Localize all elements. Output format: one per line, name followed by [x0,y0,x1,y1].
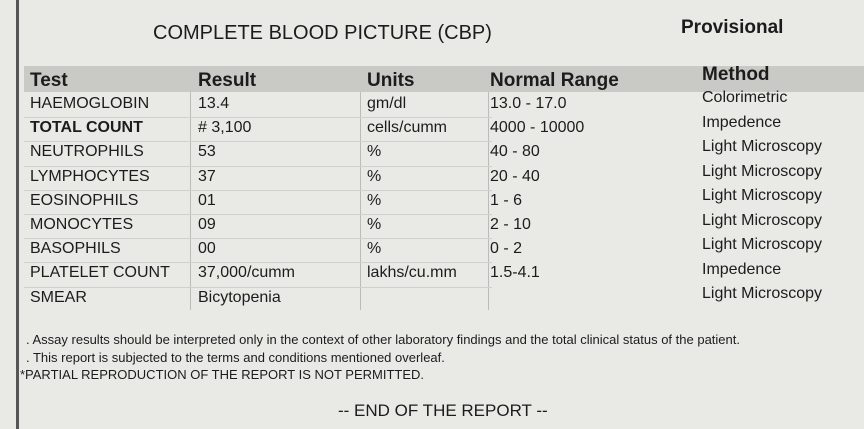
table-cell: 1 - 6 [490,191,523,209]
column-header: Result [198,70,257,91]
report-title: COMPLETE BLOOD PICTURE (CBP) [153,22,492,44]
table-cell: Impedence [702,260,782,278]
table-cell: 37 [198,167,216,185]
table-cell: 37,000/cumm [198,264,295,282]
table-cell: gm/dl [367,95,407,112]
table-cell: 1.5-4.1 [490,264,540,282]
column-header: Normal Range [490,70,619,91]
table-cell: Light Microscopy [702,236,823,253]
disclaimer-note: *PARTIAL REPRODUCTION OF THE REPORT IS N… [20,367,425,382]
disclaimer-note: . Assay results should be interpreted on… [26,332,740,347]
row-rule [24,238,492,240]
table-cell: 01 [198,191,216,209]
table-cell: SMEAR [30,288,87,306]
table-cell: 2 - 10 [490,216,531,233]
table-cell: Colorimetric [702,89,788,106]
column-header: Test [30,70,68,91]
table-cell: 13.4 [198,95,230,112]
table-cell: LYMPHOCYTES [30,167,150,185]
table-cell: Light Microscopy [702,187,823,204]
report-status: Provisional [681,17,784,38]
table-cell: % [367,191,382,209]
row-rule [24,286,492,288]
column-header: Units [367,70,415,91]
column-header: Method [702,64,770,85]
table-cell: MONOCYTES [30,216,134,233]
row-rule [24,189,492,191]
table-cell: PLATELET COUNT [30,264,170,282]
table-cell: % [367,216,382,233]
table-cell: 53 [198,143,216,161]
row-rule [24,141,492,143]
table-cell: Impedence [702,113,782,131]
table-cell: 20 - 40 [490,167,540,185]
row-rule [24,117,492,119]
disclaimer-note: . This report is subjected to the terms … [26,350,445,365]
table-cell: NEUTROPHILS [30,143,144,161]
table-cell: TOTAL COUNT [30,119,143,137]
table-cell: 13.0 - 17.0 [490,95,567,112]
table-cell: % [367,240,382,258]
column-rule [488,92,489,310]
table-cell: 4000 - 10000 [490,119,585,137]
table-cell: BASOPHILS [30,240,121,258]
table-cell: 0 - 2 [490,240,523,258]
table-cell: Light Microscopy [702,211,823,229]
report-footer: -- END OF THE REPORT -- [338,401,548,420]
row-rule [24,165,492,167]
table-cell: EOSINOPHILS [30,191,139,209]
table-cell: lakhs/cu.mm [367,264,457,282]
table-cell: % [367,143,382,161]
table-cell: Light Microscopy [702,162,823,180]
paper-edge [16,0,19,429]
table-header-band [24,66,864,92]
column-rule [190,92,191,310]
table-cell: cells/cumm [367,119,448,137]
table-cell: % [367,167,382,185]
table-cell: Light Microscopy [702,138,823,155]
table-cell: 40 - 80 [490,143,540,161]
table-cell: Bicytopenia [198,288,281,306]
table-cell: 00 [198,240,216,258]
row-rule [24,262,492,264]
table-cell: Light Microscopy [702,285,823,302]
row-rule [24,214,492,215]
table-cell: HAEMOGLOBIN [30,95,150,112]
table-cell: 09 [198,216,216,233]
table-cell: # 3,100 [198,119,252,137]
column-rule [360,92,361,310]
